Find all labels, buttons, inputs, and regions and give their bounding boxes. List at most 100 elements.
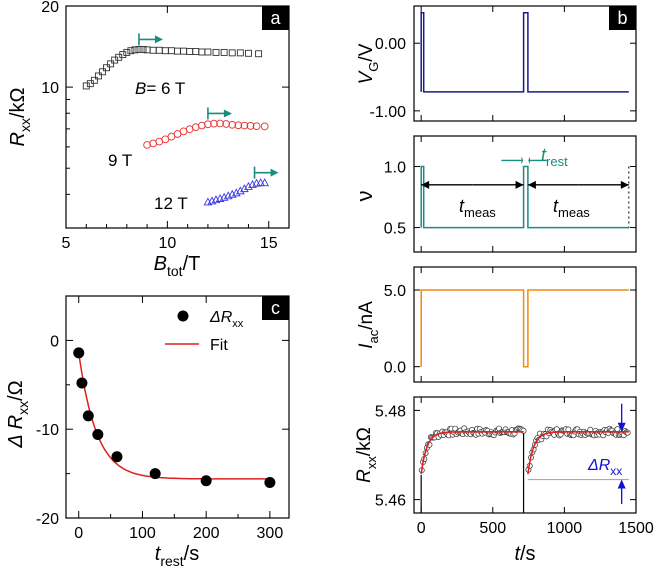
data-point: [139, 45, 147, 53]
data-point: [174, 47, 181, 55]
data-point: [220, 48, 228, 56]
x-tick-label: 0: [74, 525, 83, 542]
tmeas-arrow-left-2-head: [527, 180, 536, 189]
panel-a-label: a: [270, 8, 281, 28]
panel-b-frame-4: [413, 396, 637, 514]
data-point: [76, 377, 88, 389]
x-tick-label: 5: [62, 235, 71, 252]
trace-line: [420, 289, 629, 368]
trace-line: [420, 165, 629, 229]
data-point: [167, 47, 175, 55]
data-point: [260, 122, 269, 131]
x-tick-label: 500: [479, 520, 506, 537]
data-point: [234, 121, 243, 130]
panel-b-ylabel-nu: ν: [352, 191, 377, 202]
panel-b-ticks: 0.00 -1.00 1.0 0.5 5.0 0.0 5.48 5.46 0 500 1000 150…: [370, 6, 654, 537]
data-point: [200, 475, 212, 487]
data-point: [90, 76, 98, 84]
data-point: [204, 120, 212, 129]
y-tick-label: 0.0: [384, 360, 406, 377]
data-point: [149, 46, 157, 54]
panel-b-frame-3: [413, 266, 637, 383]
data-point: [624, 429, 631, 436]
data-point: [231, 188, 241, 197]
panel-b-label: b: [617, 8, 627, 28]
panel-b-ylabel-iac: Iac/nA: [356, 301, 381, 349]
data-point: [255, 50, 263, 58]
data-point: [244, 181, 253, 190]
y-tick-label: 20: [41, 0, 59, 16]
panel-c-marks: [73, 347, 276, 488]
panel-c-label: c: [271, 298, 280, 318]
data-point: [240, 121, 249, 130]
data-point: [82, 410, 94, 422]
trest-arrow-left-head: [521, 156, 524, 165]
y-tick-label: 0.5: [384, 221, 406, 238]
data-point: [127, 47, 135, 55]
x-tick-label: 1500: [618, 520, 654, 537]
panel-b: b 0.00 -1.00 1.0 0.5 5.0 0.0 5.48 5.46 0 500 1000 1…: [352, 5, 654, 565]
data-point: [111, 451, 123, 463]
data-point: [155, 46, 163, 54]
data-point: [123, 48, 131, 56]
data-point: [252, 122, 261, 131]
trest-arrow-right-head: [528, 156, 531, 165]
data-point: [520, 427, 527, 434]
panel-c-legend-marker: [177, 310, 189, 322]
data-point: [240, 184, 249, 193]
trace-line: [420, 12, 629, 93]
y-tick-label: -20: [36, 511, 59, 528]
x-tick-label: 0: [417, 520, 426, 537]
data-point: [107, 60, 115, 68]
data-point: [149, 468, 161, 480]
data-point: [198, 48, 206, 56]
data-point: [236, 49, 244, 57]
x-tick-label: 10: [158, 235, 176, 252]
data-point: [73, 347, 85, 359]
fit-line: [77, 352, 273, 480]
data-point: [143, 46, 151, 54]
x-tick-label: 1000: [547, 520, 583, 537]
panel-b-frame-2: [413, 135, 637, 253]
tmeas-arrow-right-1-head: [515, 180, 524, 189]
y-tick-label: 0: [50, 333, 59, 350]
panel-b-ylabel-vg: VG/V: [356, 43, 381, 84]
y-tick-label: 0.00: [375, 36, 406, 53]
fit-line: [527, 431, 629, 475]
panel-c-ticks: 0 100 200 300 0 -10 -20: [36, 296, 289, 542]
panel-c-xlabel: trest/s: [155, 543, 199, 569]
data-point: [216, 119, 224, 128]
x-tick-label: 300: [257, 525, 284, 542]
panel-b-label-tmeas-1: tmeas: [459, 196, 496, 220]
panel-a-marks: [82, 33, 279, 206]
data-point: [82, 82, 90, 90]
fit-line: [420, 431, 524, 475]
data-point: [103, 64, 110, 72]
panel-b-marks: [418, 12, 631, 513]
data-point: [246, 122, 255, 130]
panel-a-xlabel: Btot/T: [154, 253, 201, 279]
delta-arrow-bottom-head: [617, 479, 626, 489]
panel-b-xlabel: t/s: [514, 543, 535, 565]
panel-a-label-6t: B= 6 T: [135, 79, 185, 98]
data-point: [131, 46, 139, 54]
delta-arrow-top-head: [617, 422, 626, 432]
data-point: [210, 119, 218, 128]
panel-b-frame-1: [413, 5, 637, 122]
data-point: [119, 51, 127, 59]
tmeas-arrow-right-2-head: [620, 180, 629, 189]
panel-c-frame: [65, 295, 290, 519]
panel-b-label-box: [609, 6, 636, 30]
data-point: [197, 121, 206, 130]
data-point: [186, 48, 194, 56]
panel-c-ylabel: Δ Rxx/Ω: [5, 380, 31, 448]
data-point: [614, 426, 621, 433]
y-tick-label: -10: [36, 422, 59, 439]
arrow-head: [154, 35, 163, 44]
data-point: [92, 429, 104, 441]
data-point: [99, 68, 106, 76]
data-point: [222, 120, 231, 128]
y-tick-label: -1.00: [370, 104, 407, 121]
data-point: [94, 72, 102, 80]
